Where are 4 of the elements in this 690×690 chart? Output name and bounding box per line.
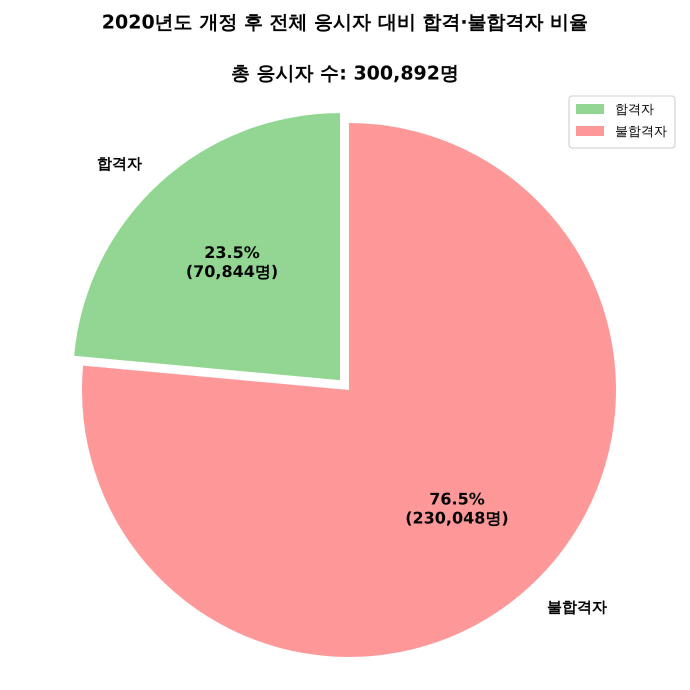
title: 2020년도 개정 후 전체 응시자 대비 합격·불합격자 비율 <box>102 12 588 34</box>
legend-label: 합격자 <box>615 102 654 118</box>
legend-label: 불합격자 <box>615 124 667 140</box>
subtitle: 총 응시자 수: 300,892명 <box>231 62 459 85</box>
